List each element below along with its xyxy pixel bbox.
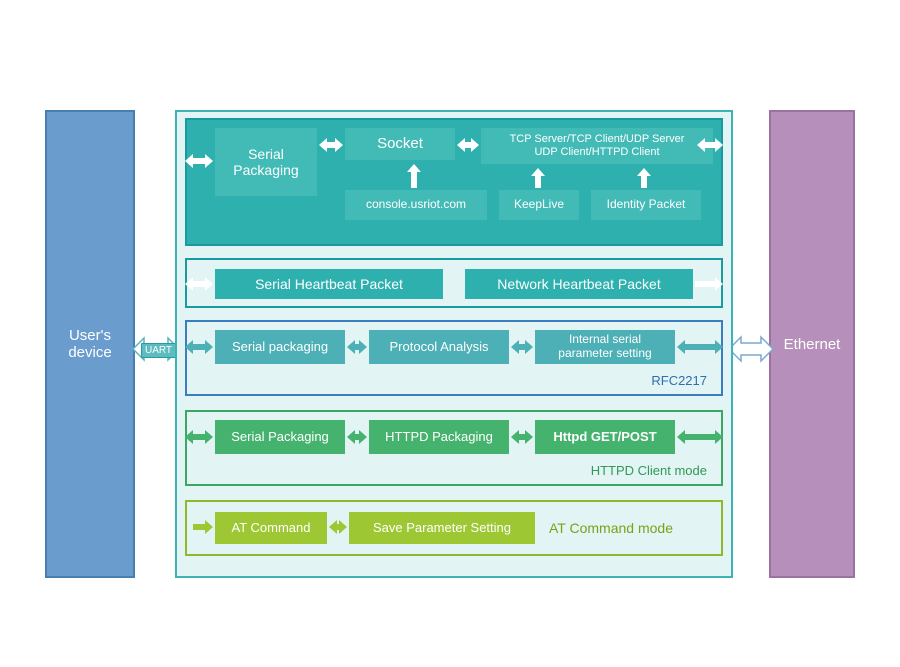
serial-packaging-4: Serial Packaging [215, 420, 345, 454]
serial-heartbeat: Serial Heartbeat Packet [215, 269, 443, 299]
arrow-r4-b [511, 430, 533, 444]
arrow-r1-v3 [637, 168, 651, 188]
row-socket: SerialPackaging Socket TCP Server/TCP Cl… [185, 118, 723, 246]
network-heartbeat: Network Heartbeat Packet [465, 269, 693, 299]
arrow-r4-a [347, 430, 367, 444]
httpd-get-post: Httpd GET/POST [535, 420, 675, 454]
arrow-r3-b [511, 340, 533, 354]
row-httpd: Serial Packaging HTTPD Packaging Httpd G… [185, 410, 723, 486]
httpd-mode-label: HTTPD Client mode [591, 463, 707, 478]
users-device-block: User'sdevice [45, 110, 135, 578]
arrow-r2-left [185, 277, 213, 291]
row-heartbeat: Serial Heartbeat Packet Network Heartbea… [185, 258, 723, 308]
socket-box: Socket [345, 128, 455, 160]
console-box: console.usriot.com [345, 190, 487, 220]
arrow-r1-v1 [407, 164, 421, 188]
arrow-r4-left [185, 430, 213, 444]
save-param: Save Parameter Setting [349, 512, 535, 544]
row-atcmd: AT Command Save Parameter Setting AT Com… [185, 500, 723, 556]
rfc2217-label: RFC2217 [651, 373, 707, 388]
arrow-r3-left [185, 340, 213, 354]
arrow-r5-mid [329, 520, 347, 534]
ethernet-arrow [729, 334, 773, 364]
arrow-r3-right [677, 340, 723, 354]
arrow-r3-a [347, 340, 367, 354]
arrow-r1-left [185, 154, 213, 168]
internal-serial: Internal serialparameter setting [535, 330, 675, 364]
at-command: AT Command [215, 512, 327, 544]
row-rfc2217: Serial packaging Protocol Analysis Inter… [185, 320, 723, 396]
diagram-canvas: User'sdevice Ethernet UART SerialPackagi… [45, 110, 855, 580]
arrow-r1-v2 [531, 168, 545, 188]
ethernet-block: Ethernet [769, 110, 855, 578]
serial-packaging-3: Serial packaging [215, 330, 345, 364]
arrow-r5-left [193, 520, 213, 534]
arrow-r4-right [677, 430, 723, 444]
httpd-packaging: HTTPD Packaging [369, 420, 509, 454]
arrow-r1-right [697, 138, 723, 152]
ethernet-label: Ethernet [784, 336, 841, 353]
arrow-r1-sock-modes [457, 138, 479, 152]
identity-box: Identity Packet [591, 190, 701, 220]
uart-label: UART [141, 343, 176, 358]
serial-packaging-1: SerialPackaging [215, 128, 317, 196]
center-panel: SerialPackaging Socket TCP Server/TCP Cl… [175, 110, 733, 578]
arrow-r1-sp-sock [319, 138, 343, 152]
users-device-label: User'sdevice [68, 327, 111, 361]
tcp-modes-box: TCP Server/TCP Client/UDP ServerUDP Clie… [481, 128, 713, 164]
keeplive-box: KeepLive [499, 190, 579, 220]
at-mode-label: AT Command mode [549, 520, 673, 536]
protocol-analysis: Protocol Analysis [369, 330, 509, 364]
arrow-r2-right [695, 277, 723, 291]
